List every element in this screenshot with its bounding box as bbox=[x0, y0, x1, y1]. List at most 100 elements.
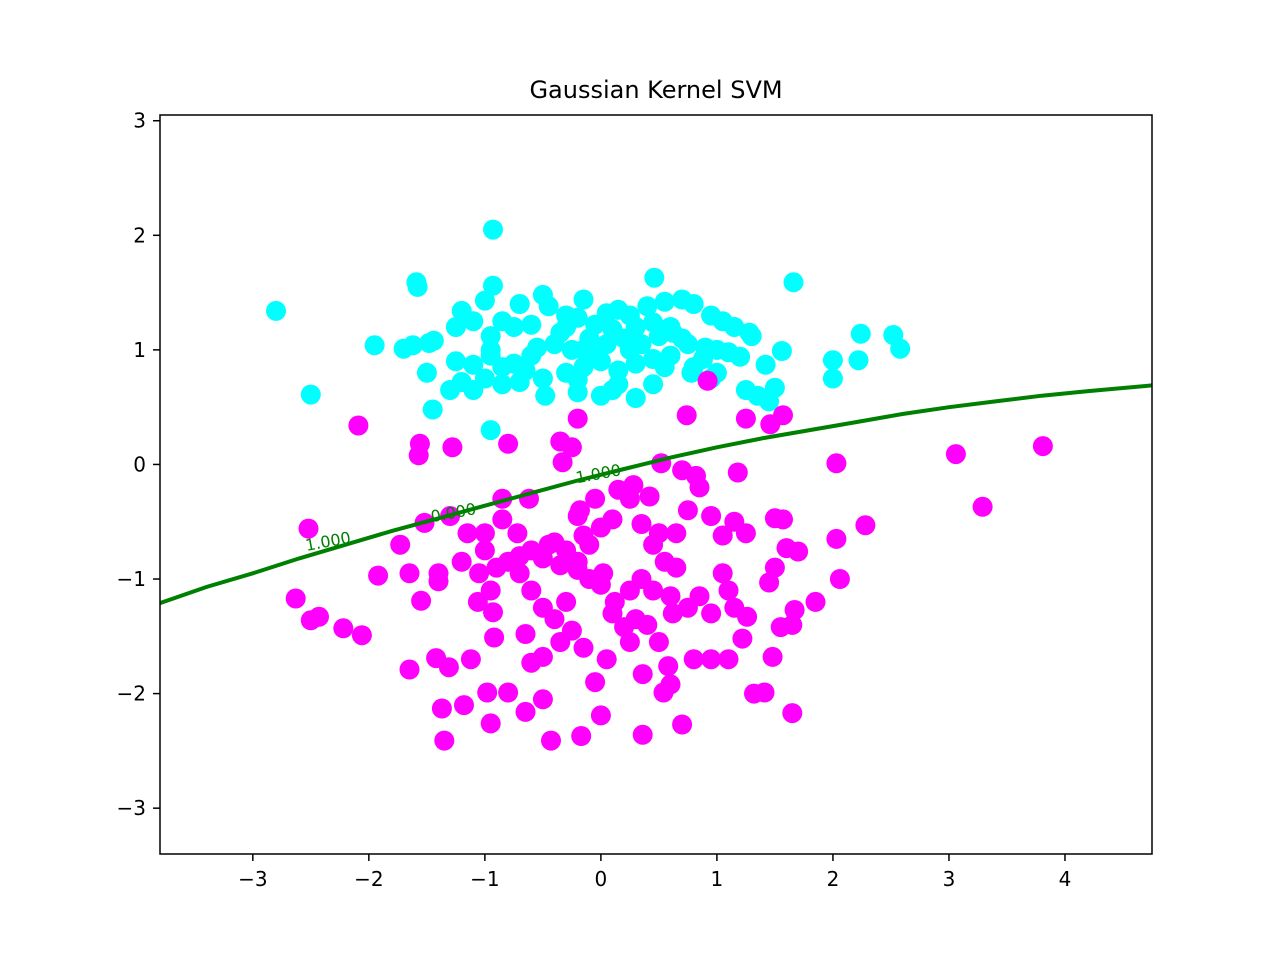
x-tick-label: 4 bbox=[1059, 867, 1072, 891]
y-tick-label: 1 bbox=[133, 338, 146, 362]
data-point bbox=[428, 571, 449, 592]
data-point bbox=[639, 486, 660, 507]
data-point bbox=[782, 703, 803, 724]
decision-boundary-line bbox=[160, 383, 1152, 605]
data-point bbox=[585, 314, 606, 335]
data-point bbox=[654, 291, 675, 312]
data-point bbox=[660, 674, 681, 695]
data-point bbox=[474, 290, 495, 311]
data-point bbox=[509, 294, 530, 314]
data-point bbox=[644, 267, 665, 288]
data-point bbox=[390, 534, 411, 555]
y-tick-label: 3 bbox=[133, 109, 146, 133]
data-point bbox=[550, 322, 571, 343]
data-point bbox=[333, 618, 354, 639]
data-point bbox=[784, 600, 805, 620]
data-point bbox=[538, 296, 559, 317]
data-point bbox=[732, 628, 753, 649]
data-point bbox=[701, 506, 722, 526]
data-point bbox=[467, 591, 488, 612]
x-tick-label: 3 bbox=[943, 867, 956, 891]
data-point bbox=[300, 384, 321, 405]
data-point bbox=[625, 388, 646, 408]
data-point bbox=[477, 682, 498, 703]
data-point bbox=[712, 525, 733, 546]
data-point bbox=[541, 730, 561, 751]
plot-frame bbox=[159, 114, 1153, 855]
data-point bbox=[480, 713, 501, 734]
data-point bbox=[681, 362, 702, 383]
data-point bbox=[764, 377, 785, 398]
data-point bbox=[521, 580, 542, 601]
data-point bbox=[890, 338, 911, 359]
data-point bbox=[648, 523, 669, 544]
data-point bbox=[805, 591, 826, 612]
data-point bbox=[573, 637, 594, 658]
data-point bbox=[515, 701, 536, 722]
data-point bbox=[602, 603, 623, 624]
x-tick-label: −2 bbox=[354, 867, 383, 891]
data-point bbox=[593, 563, 614, 584]
data-point bbox=[677, 597, 698, 618]
data-point bbox=[469, 563, 490, 584]
x-tick-label: 1 bbox=[711, 867, 724, 891]
data-point bbox=[463, 311, 484, 332]
data-point bbox=[535, 385, 556, 406]
data-points bbox=[266, 219, 1053, 751]
data-point bbox=[643, 374, 664, 395]
data-point bbox=[660, 586, 681, 607]
data-point bbox=[532, 646, 553, 667]
data-point bbox=[368, 565, 389, 586]
data-point bbox=[762, 646, 783, 667]
data-point bbox=[411, 590, 432, 611]
data-point bbox=[602, 380, 623, 400]
data-point bbox=[855, 515, 876, 536]
data-point bbox=[826, 528, 847, 549]
data-point bbox=[590, 705, 611, 726]
data-point bbox=[348, 415, 369, 436]
data-point bbox=[550, 632, 571, 652]
data-point bbox=[608, 360, 629, 381]
data-point bbox=[484, 627, 505, 648]
data-point bbox=[701, 649, 722, 670]
data-point bbox=[724, 317, 745, 337]
data-point bbox=[408, 445, 429, 466]
data-point bbox=[561, 437, 582, 458]
data-point bbox=[623, 475, 644, 496]
data-point bbox=[399, 659, 420, 680]
data-point bbox=[567, 369, 588, 390]
data-point bbox=[527, 337, 548, 358]
data-point bbox=[648, 632, 669, 652]
x-tick-label: 0 bbox=[595, 867, 608, 891]
data-point bbox=[399, 563, 420, 584]
data-point bbox=[567, 559, 588, 580]
data-point bbox=[735, 523, 756, 544]
data-point bbox=[654, 357, 675, 378]
data-point bbox=[718, 580, 739, 601]
x-tick-label: −3 bbox=[238, 867, 267, 891]
data-point bbox=[285, 588, 306, 609]
data-point bbox=[666, 557, 687, 578]
data-point bbox=[532, 597, 553, 618]
data-point bbox=[596, 649, 617, 670]
data-point bbox=[515, 360, 536, 381]
data-point bbox=[480, 339, 501, 360]
data-point bbox=[498, 433, 519, 454]
data-point bbox=[822, 368, 843, 389]
data-point bbox=[770, 617, 791, 638]
data-point bbox=[431, 698, 452, 719]
data-point bbox=[585, 488, 606, 509]
data-point bbox=[672, 328, 693, 349]
data-point bbox=[683, 649, 704, 670]
data-point bbox=[643, 312, 664, 333]
data-point bbox=[423, 330, 444, 351]
data-point bbox=[658, 656, 679, 677]
data-point bbox=[771, 341, 792, 361]
data-point bbox=[483, 602, 503, 623]
data-point bbox=[266, 300, 286, 321]
x-tick-label: −1 bbox=[470, 867, 499, 891]
data-point bbox=[608, 479, 629, 500]
data-point bbox=[570, 500, 590, 521]
data-point bbox=[683, 294, 704, 314]
